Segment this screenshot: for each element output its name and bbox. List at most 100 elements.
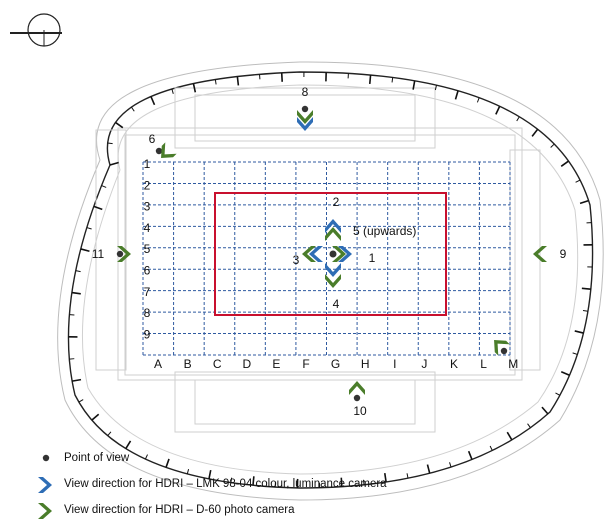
ring-tick: [412, 80, 416, 90]
ring-tick: [80, 248, 90, 252]
ring-tick: [131, 106, 135, 112]
center-label-left: 3: [293, 253, 300, 267]
ring-tick: [489, 445, 493, 451]
ring-tick: [340, 477, 343, 487]
legend-blue-label: View direction for HDRI – LMK 98-04 colo…: [64, 478, 387, 490]
legend-point-label: Point of view: [64, 452, 130, 464]
ring-tick: [91, 413, 100, 421]
ring-tick: [363, 479, 365, 485]
ring-tick: [527, 423, 531, 429]
ring-tick: [214, 79, 217, 85]
ring-tick: [115, 121, 124, 129]
column-label-D: D: [242, 357, 251, 371]
column-label-A: A: [154, 357, 162, 371]
row-label-9: 9: [144, 327, 151, 341]
ring-tick: [581, 287, 591, 291]
row-label-4: 4: [144, 221, 151, 235]
svg-text:11: 11: [92, 247, 105, 261]
column-label-C: C: [213, 357, 222, 371]
ring-tick: [531, 128, 539, 137]
ring-tick: [560, 160, 570, 167]
column-label-K: K: [450, 357, 458, 371]
ring-tick: [78, 399, 84, 403]
viewpoint-9: 9: [533, 246, 567, 262]
ring-tick: [426, 464, 431, 474]
legend-point: Point of view: [64, 452, 129, 464]
ring-tick: [144, 454, 148, 460]
ring-tick: [476, 97, 480, 103]
legend-green: View direction for HDRI – D-60 photo cam…: [64, 504, 295, 516]
viewpoint-12: [488, 334, 510, 356]
column-label-J: J: [421, 357, 427, 371]
ring-tick: [109, 161, 119, 166]
ring-tick: [582, 309, 589, 312]
ring-tick: [71, 378, 82, 382]
ring-tick: [71, 291, 81, 295]
svg-text:6: 6: [149, 132, 156, 146]
ring-tick: [236, 76, 240, 86]
ring-tick: [107, 431, 112, 437]
legend-point-icon: [42, 454, 50, 462]
row-label-2: 2: [144, 178, 151, 192]
row-label-7: 7: [144, 285, 151, 299]
viewpoint-8: 8: [297, 85, 313, 131]
column-label-G: G: [331, 357, 340, 371]
ring-tick: [574, 330, 584, 334]
center-label-down: 4: [333, 297, 340, 311]
viewpoint-11: 11: [92, 246, 131, 262]
row-label-5: 5: [144, 242, 151, 256]
viewpoint-10: 10: [349, 381, 367, 418]
center-label-upwards: 5 (upwards): [353, 224, 416, 238]
grid-labels: A B C D E F G H I J K L M 1 2 3 4 5 6 7 8 9: [144, 157, 519, 371]
ring-tick: [516, 116, 520, 122]
ring-tick: [86, 227, 92, 230]
ring-tick: [454, 90, 459, 100]
ring-tick: [541, 406, 549, 415]
ring-tick: [186, 468, 190, 475]
ring-tick: [560, 370, 570, 376]
ring-tick: [506, 431, 513, 441]
column-label-M: M: [508, 357, 518, 371]
ring-tick: [125, 440, 132, 450]
ring-tick: [555, 392, 561, 396]
stadium-ticks: [68, 72, 593, 488]
ring-tick: [572, 352, 578, 355]
blue-chevron-down: [325, 263, 341, 277]
center-label-right: 1: [369, 251, 376, 265]
ring-tick: [101, 185, 107, 188]
ring-tick: [368, 74, 372, 85]
ring-tick: [230, 477, 233, 483]
svg-text:9: 9: [560, 247, 567, 261]
ring-tick: [383, 473, 387, 483]
row-label-6: 6: [144, 264, 151, 278]
viewpoint-6: 6: [149, 132, 177, 164]
ring-tick: [192, 83, 197, 93]
measurement-area: [214, 192, 447, 316]
center-point: [329, 250, 337, 258]
row-label-3: 3: [144, 200, 151, 214]
row-label-1: 1: [144, 157, 151, 171]
ring-tick: [107, 142, 113, 145]
center-label-up: 2: [333, 195, 340, 209]
ring-tick: [208, 469, 212, 480]
legend-blue-chevron-icon: [38, 477, 52, 493]
center-viewpoint: 2 4 3 1 5 (upwards): [293, 195, 417, 311]
stadium-outline: [57, 61, 604, 501]
legend-blue: View direction for HDRI – LMK 98-04 colo…: [64, 478, 387, 490]
compass-north-icon: [10, 13, 62, 47]
ring-tick: [495, 105, 501, 115]
ring-tick: [171, 88, 174, 94]
ring-tick: [579, 199, 589, 205]
ring-tick: [467, 450, 473, 460]
legend-green-chevron-icon: [38, 503, 52, 519]
ring-tick: [93, 205, 103, 211]
ring-tick: [150, 96, 156, 106]
column-label-B: B: [184, 357, 192, 371]
ring-tick: [252, 476, 255, 486]
ring-tick: [75, 270, 81, 273]
ring-tick: [434, 85, 437, 91]
column-label-L: L: [480, 357, 487, 371]
pitch-grid: [142, 161, 511, 356]
column-label-F: F: [302, 357, 309, 371]
